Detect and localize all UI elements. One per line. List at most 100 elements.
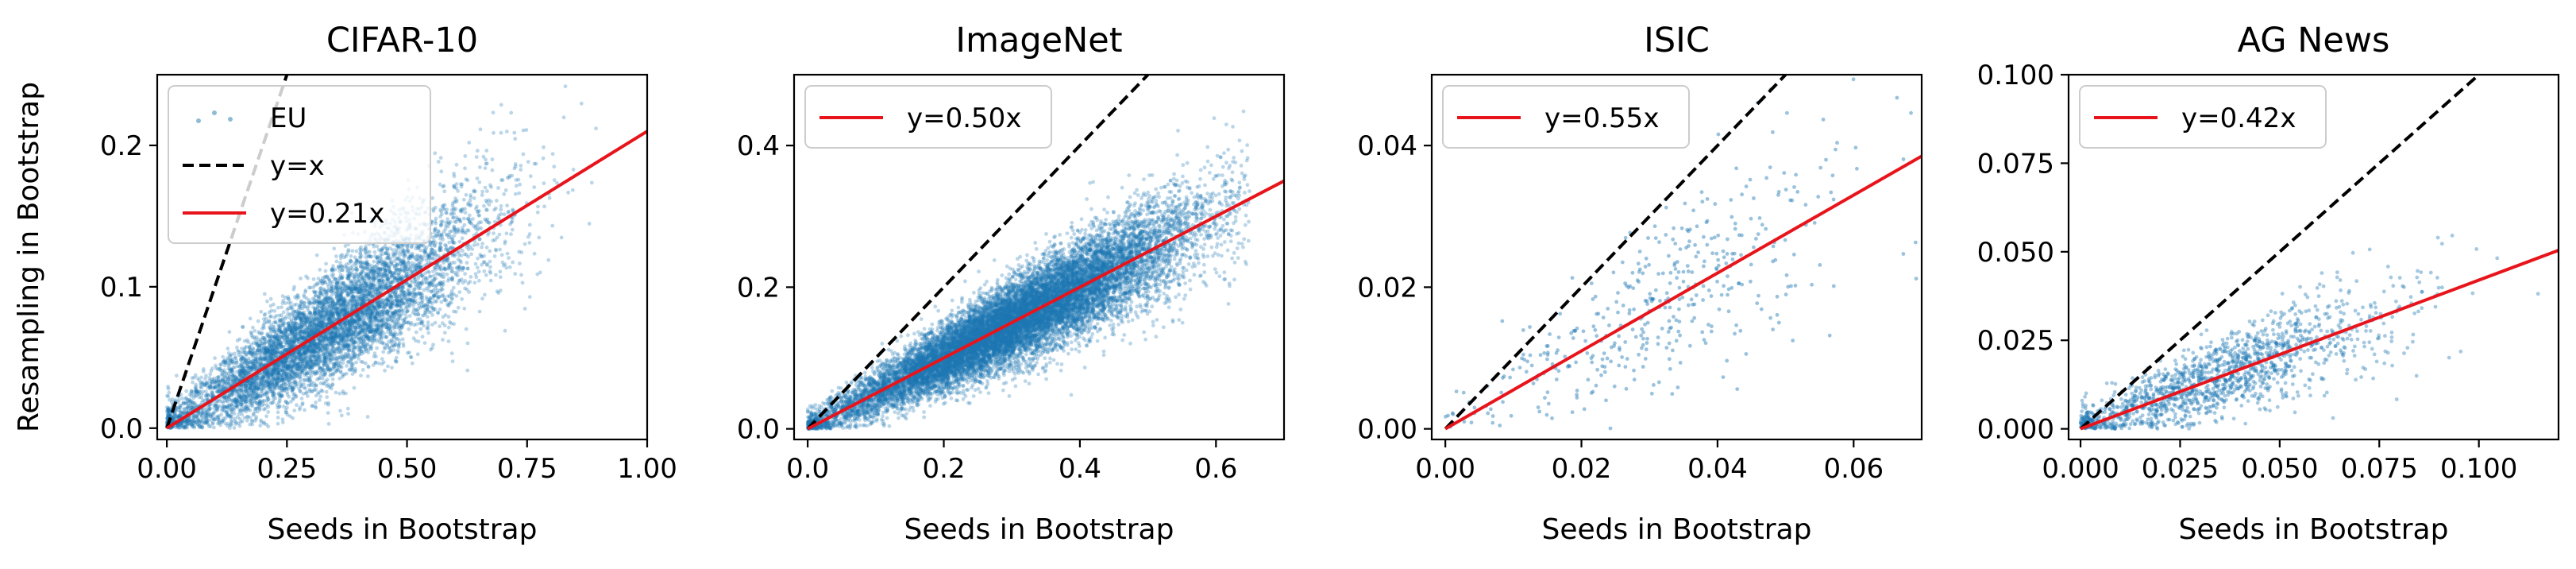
scatter-point <box>478 165 482 169</box>
scatter-point <box>339 256 343 261</box>
scatter-point <box>380 287 385 291</box>
scatter-point <box>264 414 268 419</box>
scatter-point <box>503 188 508 192</box>
scatter-point <box>210 394 214 398</box>
scatter-point <box>251 346 256 350</box>
scatter-point <box>269 322 273 327</box>
scatter-point <box>286 341 291 346</box>
scatter-point <box>442 189 447 194</box>
scatter-point <box>329 314 334 319</box>
scatter-point <box>391 320 395 324</box>
scatter-point <box>272 363 276 368</box>
scatter-point <box>229 402 234 407</box>
scatter-point <box>256 381 261 385</box>
scatter-point <box>401 300 405 305</box>
scatter-point <box>431 343 435 346</box>
scatter-point <box>327 279 332 283</box>
scatter-point <box>318 346 322 351</box>
scatter-point <box>273 336 278 341</box>
scatter-point <box>192 424 197 428</box>
scatter-point <box>484 200 489 204</box>
scatter-point <box>214 385 218 389</box>
scatter-point <box>313 370 318 374</box>
scatter-point <box>480 189 484 194</box>
scatter-point <box>323 353 328 358</box>
scatter-point <box>304 319 308 323</box>
scatter-point <box>415 244 418 248</box>
scatter-point <box>495 199 499 203</box>
scatter-point <box>449 321 453 326</box>
scatter-point <box>446 315 451 319</box>
scatter-point <box>314 253 319 257</box>
scatter-point <box>363 339 367 344</box>
scatter-point <box>395 337 399 341</box>
scatter-point <box>192 401 197 405</box>
scatter-point <box>189 422 194 426</box>
scatter-point <box>362 293 367 298</box>
scatter-point <box>372 244 376 249</box>
scatter-point <box>263 356 267 361</box>
scatter-point <box>345 286 349 291</box>
scatter-point <box>214 363 218 368</box>
scatter-point <box>253 377 257 381</box>
scatter-point <box>259 381 264 385</box>
scatter-point <box>271 345 276 350</box>
scatter-point <box>358 250 363 255</box>
scatter-point <box>395 261 399 266</box>
scatter-point <box>219 412 223 417</box>
scatter-point <box>350 317 355 322</box>
scatter-point <box>505 176 510 180</box>
scatter-point <box>446 339 451 343</box>
scatter-point <box>461 207 465 211</box>
scatter-point <box>197 395 202 400</box>
scatter-point <box>280 330 284 335</box>
scatter-point <box>275 377 280 381</box>
scatter-point <box>367 292 372 297</box>
scatter-point <box>366 374 370 378</box>
scatter-point <box>202 412 206 416</box>
scatter-point <box>356 284 361 288</box>
scatter-point <box>542 145 546 149</box>
scatter-point <box>283 340 288 345</box>
scatter-point <box>395 299 399 304</box>
scatter-point <box>307 330 312 335</box>
scatter-point <box>282 338 287 343</box>
scatter-point <box>302 331 307 335</box>
scatter-point <box>519 164 523 168</box>
scatter-point <box>216 404 220 408</box>
scatter-point <box>326 284 330 289</box>
scatter-point <box>419 300 423 305</box>
scatter-point <box>183 424 187 429</box>
scatter-point <box>317 355 321 360</box>
scatter-point <box>314 281 319 285</box>
scatter-point <box>441 219 445 224</box>
scatter-point <box>248 316 253 321</box>
scatter-point <box>326 296 330 301</box>
scatter-point <box>482 269 487 273</box>
scatter-point <box>335 286 340 291</box>
scatter-point <box>285 366 290 370</box>
scatter-point <box>520 281 525 285</box>
scatter-point <box>280 305 283 310</box>
scatter-point <box>359 309 364 314</box>
scatter-point <box>266 349 270 354</box>
scatter-point <box>436 230 441 234</box>
scatter-point <box>372 338 377 343</box>
scatter-point <box>291 416 295 420</box>
scatter-point <box>212 425 216 430</box>
panel-1: 0.00 0.25 0.50 0.75 1.000.00.10.2CIFAR-10See… <box>13 21 677 546</box>
scatter-point <box>247 366 252 370</box>
scatter-point <box>477 278 481 283</box>
scatter-point <box>431 207 435 211</box>
scatter-point <box>265 370 270 375</box>
scatter-point <box>283 369 287 373</box>
scatter-point <box>238 350 243 354</box>
scatter-point <box>349 337 353 342</box>
scatter-point <box>359 248 363 253</box>
scatter-point <box>368 329 372 334</box>
scatter-point <box>407 327 411 331</box>
scatter-point <box>463 211 468 215</box>
scatter-point <box>328 358 333 362</box>
scatter-point <box>290 339 295 343</box>
scatter-point <box>375 329 380 334</box>
